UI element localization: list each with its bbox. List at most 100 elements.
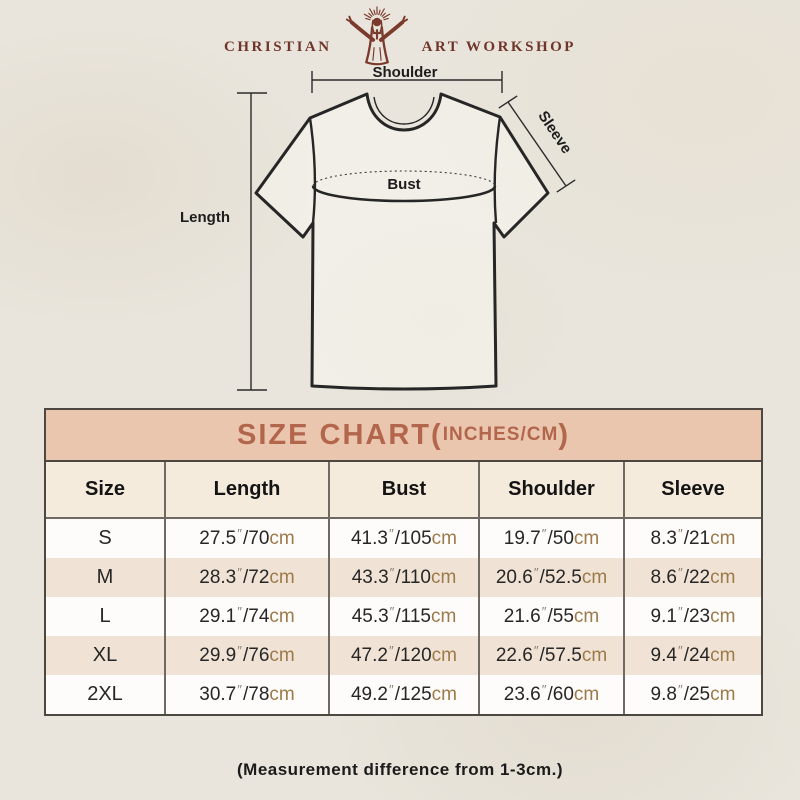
measure-text: / — [539, 566, 545, 588]
measure-text: 24 — [688, 644, 711, 666]
measure-text: / — [683, 644, 689, 666]
measure-text: ″ — [237, 682, 242, 698]
col-header-sleeve: Sleeve — [623, 462, 761, 519]
measure-text: ″ — [237, 643, 242, 659]
table-row: S 27.5″/70cm 41.3″/105cm 19.7″/50cm 8.3″/21c… — [46, 518, 761, 558]
shoulder-cell: 23.6″/60cm — [478, 675, 624, 714]
measure-text: cm — [573, 683, 600, 705]
measure-text: / — [683, 527, 689, 549]
measure-text: 47.2 — [350, 644, 388, 666]
measure-text: 9.1 — [650, 605, 677, 627]
bust-cell: 43.3″/110cm — [328, 558, 479, 597]
measurement-note: (Measurement difference from 1-3cm.) — [237, 760, 563, 779]
col-header-bust: Bust — [328, 462, 479, 519]
tshirt-outline — [254, 92, 550, 391]
measure-text: cm — [573, 605, 600, 627]
title-paren-close: ) — [558, 418, 570, 451]
table-row: XL 29.9″/76cm 47.2″/120cm 22.6″/57.5cm 9.4″/… — [46, 636, 761, 675]
size-cell: S — [46, 518, 165, 558]
measure-text: cm — [430, 605, 457, 627]
measure-text: / — [547, 527, 553, 549]
size-cell: M — [46, 558, 165, 597]
measure-text: 22.6 — [495, 644, 533, 666]
armhole-seams — [308, 116, 502, 224]
measure-text: 9.8 — [650, 683, 677, 705]
measure-text: cm — [269, 527, 295, 549]
shoulder-measure-line — [311, 71, 503, 93]
size-chart-table: Size Length Bust Shoulder Sleeve S 27.5″/… — [46, 462, 761, 714]
measure-text: cm — [269, 644, 295, 666]
brand-name-left: CHRISTIAN — [224, 38, 332, 55]
measure-text: 29.1 — [199, 605, 237, 627]
measure-text: ″ — [388, 643, 394, 659]
measure-text: ″ — [533, 643, 539, 659]
measure-text: 27.5 — [199, 527, 237, 549]
sleeve-cell: 8.3″/21cm — [623, 518, 761, 558]
measure-text: 23 — [688, 605, 711, 627]
measure-text: / — [394, 527, 400, 549]
size-chart: SIZE CHART(INCHES/CM) Size Length Bust S… — [44, 408, 763, 716]
measure-text: ″ — [541, 682, 547, 698]
sleeve-cell: 9.1″/23cm — [623, 597, 761, 636]
length-label: Length — [180, 209, 230, 226]
col-header-size: Size — [46, 462, 165, 519]
measure-text: cm — [430, 566, 457, 588]
measure-text: 30.7 — [199, 683, 237, 705]
measure-text: ″ — [677, 643, 683, 659]
measure-text: cm — [431, 683, 457, 705]
measure-text: cm — [431, 527, 457, 549]
table-row: 2XL 30.7″/78cm 49.2″/125cm 23.6″/60cm 9.8″/2… — [46, 675, 761, 714]
measure-text: 8.3 — [650, 527, 677, 549]
sleeve-cell: 9.4″/24cm — [623, 636, 761, 675]
measure-text: 25 — [688, 683, 711, 705]
measure-text: 52.5 — [544, 566, 582, 588]
measure-text: / — [395, 566, 401, 588]
measure-text: 29.9 — [199, 644, 237, 666]
measure-text: / — [395, 605, 401, 627]
bust-cell: 41.3″/105cm — [328, 518, 479, 558]
header-row: Size Length Bust Shoulder Sleeve — [46, 462, 761, 519]
measure-text: ″ — [677, 604, 683, 620]
bust-label: Bust — [387, 176, 420, 193]
bust-cell: 47.2″/120cm — [328, 636, 479, 675]
measure-text: 50 — [552, 527, 574, 549]
size-chart-title-band: SIZE CHART(INCHES/CM) — [46, 410, 761, 462]
measure-text: 23.6 — [503, 683, 541, 705]
length-cell: 29.9″/76cm — [164, 636, 329, 675]
measure-text: ″ — [533, 565, 539, 581]
col-header-shoulder: Shoulder — [478, 462, 624, 519]
measure-text: 21.6 — [503, 605, 541, 627]
measure-text: 60 — [552, 683, 574, 705]
measure-text: ″ — [541, 604, 547, 620]
measure-text: 19.7 — [503, 527, 541, 549]
shoulder-cell: 20.6″/52.5cm — [478, 558, 624, 597]
measure-text: 74 — [248, 605, 270, 627]
measure-text: cm — [269, 566, 295, 588]
measure-text: 43.3 — [351, 566, 389, 588]
title-paren-open: ( — [431, 418, 443, 451]
measure-text: cm — [431, 644, 457, 666]
measure-text: / — [394, 683, 400, 705]
shoulder-cell: 19.7″/50cm — [478, 518, 624, 558]
measure-text: 28.3 — [199, 566, 237, 588]
measure-text: / — [242, 566, 249, 588]
collar-inner-line — [373, 96, 435, 125]
measure-text: 22 — [688, 566, 711, 588]
measure-text: cm — [710, 683, 736, 705]
length-cell: 27.5″/70cm — [164, 518, 329, 558]
measure-text: 76 — [248, 644, 270, 666]
length-measure-line — [237, 92, 267, 391]
bust-cell: 49.2″/125cm — [328, 675, 479, 714]
measure-text: ″ — [389, 565, 395, 581]
measure-text: cm — [710, 605, 736, 627]
measure-text: 49.2 — [350, 683, 388, 705]
size-cell: L — [46, 597, 165, 636]
measure-text: 72 — [248, 566, 270, 588]
table-row: L 29.1″/74cm 45.3″/115cm 21.6″/55cm 9.1″/23c… — [46, 597, 761, 636]
measure-text: / — [242, 644, 249, 666]
sleeve-measure-line — [498, 95, 576, 193]
col-header-length: Length — [164, 462, 329, 519]
measure-text: cm — [581, 644, 608, 666]
measure-text: 78 — [248, 683, 270, 705]
measure-text: 125 — [399, 683, 432, 705]
